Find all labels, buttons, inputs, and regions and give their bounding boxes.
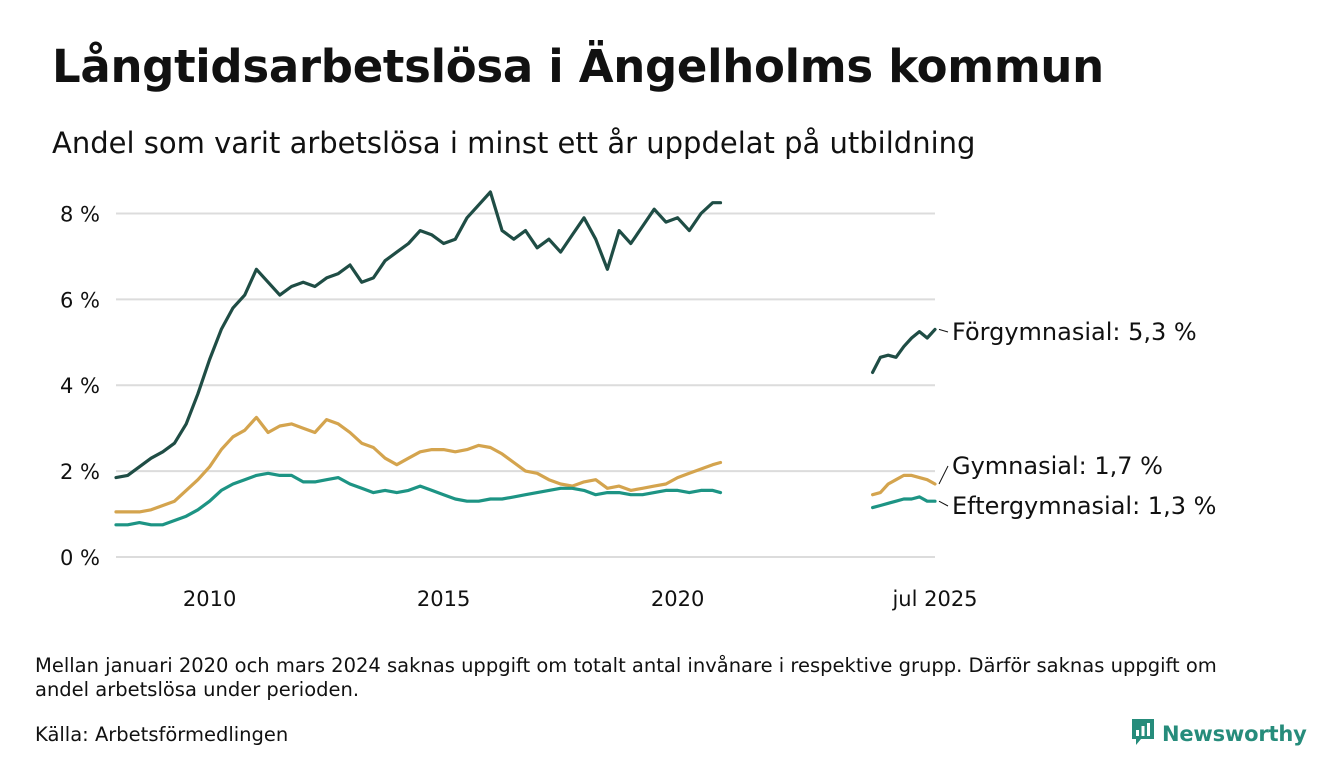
series-line-forgymnasial xyxy=(114,190,723,480)
series-end-label-gymnasial: Gymnasial: 1,7 % xyxy=(952,452,1163,480)
newsworthy-logo-icon xyxy=(1130,717,1156,751)
line-chart: 0 % 2 % 4 % 6 % 8 % 2010 2015 2020 jul 2025 För… xyxy=(60,190,1216,611)
y-tick-label: 6 % xyxy=(60,288,100,312)
footnote: Mellan januari 2020 och mars 2024 saknas… xyxy=(35,654,1217,701)
brand-name: Newsworthy xyxy=(1162,722,1307,746)
y-axis-tick-labels: 0 % 2 % 4 % 6 % 8 % xyxy=(60,202,100,570)
end-label-leader xyxy=(938,328,949,333)
gridlines xyxy=(116,212,935,558)
x-tick-label: 2010 xyxy=(183,587,236,611)
y-tick-label: 2 % xyxy=(60,460,100,484)
chart-subtitle: Andel som varit arbetslösa i minst ett å… xyxy=(52,126,976,160)
series-line-gymnasial xyxy=(871,473,937,497)
series-line-eftergymnasial xyxy=(114,471,723,527)
x-tick-label: 2015 xyxy=(417,587,470,611)
y-tick-label: 4 % xyxy=(60,374,100,398)
series-lines xyxy=(114,190,937,527)
chart-title: Långtidsarbetslösa i Ängelholms kommun xyxy=(52,40,1104,93)
series-line-gymnasial xyxy=(114,415,723,514)
series-line-forgymnasial xyxy=(871,327,937,374)
series-end-label-eftergymnasial: Eftergymnasial: 1,3 % xyxy=(952,492,1216,520)
end-label-leader xyxy=(938,500,949,507)
series-end-label-forgymnasial: Förgymnasial: 5,3 % xyxy=(952,318,1197,346)
series-end-labels: Förgymnasial: 5,3 % Gymnasial: 1,7 % Efter… xyxy=(938,318,1216,520)
x-tick-label: 2020 xyxy=(651,587,704,611)
y-tick-label: 0 % xyxy=(60,546,100,570)
x-axis-tick-labels: 2010 2015 2020 jul 2025 xyxy=(183,587,978,611)
y-tick-label: 8 % xyxy=(60,202,100,226)
x-tick-label: jul 2025 xyxy=(891,587,977,611)
end-label-leader xyxy=(938,465,949,485)
series-line-eftergymnasial xyxy=(871,495,937,510)
source-credit: Källa: Arbetsförmedlingen xyxy=(35,723,289,746)
brand[interactable]: Newsworthy xyxy=(1130,717,1307,751)
